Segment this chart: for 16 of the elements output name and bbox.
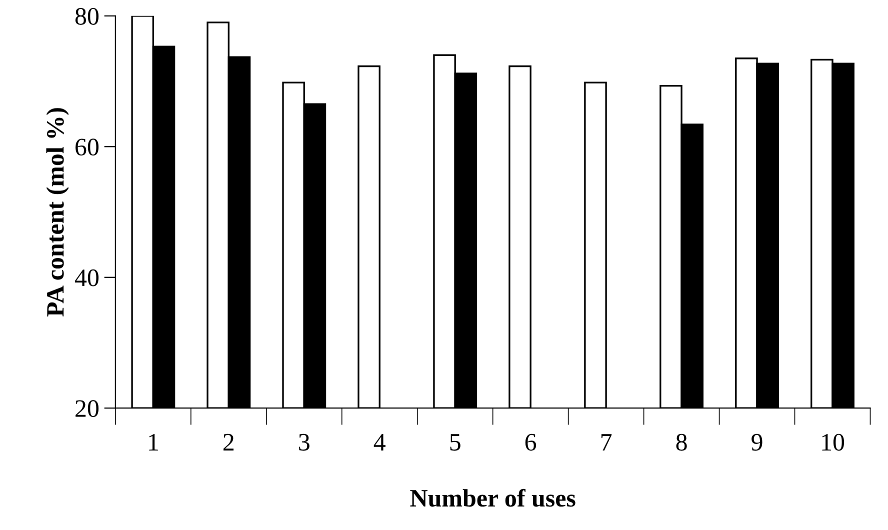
x-tick-label: 3	[299, 434, 310, 451]
x-tick-label: 8	[676, 434, 687, 451]
x-tick-label: 1	[149, 434, 158, 450]
x-tick-label: 9	[752, 434, 762, 451]
x-tick-label: 2	[224, 434, 234, 450]
x-axis-title: Number of uses	[410, 488, 576, 507]
y-tick-label: 40	[74, 269, 99, 286]
x-tick-label: 6	[525, 434, 536, 451]
x-tick-label: 5	[450, 434, 460, 451]
x-tick-label: 4	[374, 434, 386, 450]
y-tick-label: 20	[76, 400, 99, 418]
x-tick-label: 7	[601, 434, 612, 450]
y-tick-label: 80	[75, 8, 99, 25]
x-tick-label: 10	[822, 434, 844, 451]
y-tick-label: 60	[76, 138, 99, 156]
y-axis-title: PA content (mol %)	[46, 108, 69, 317]
